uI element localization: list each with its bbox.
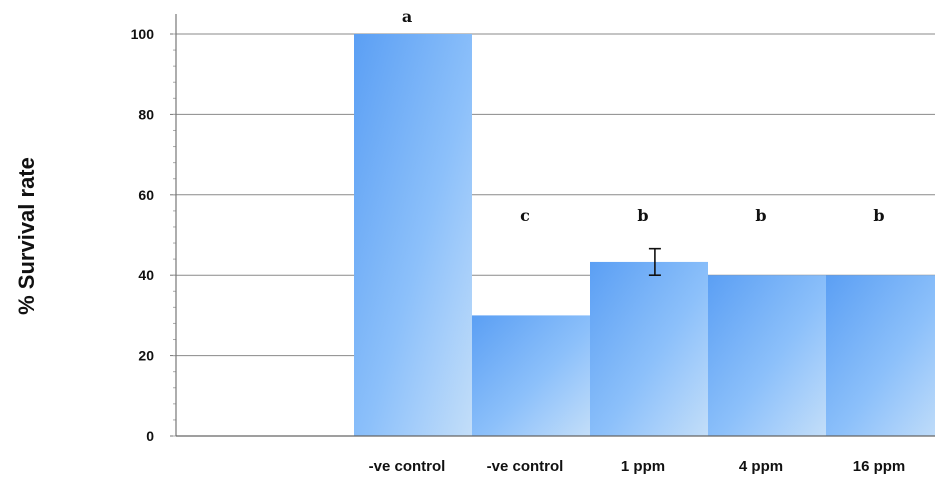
bar bbox=[472, 315, 590, 436]
y-tick-label: 60 bbox=[138, 187, 154, 203]
y-tick-label: 40 bbox=[138, 267, 154, 283]
significance-label: c bbox=[520, 206, 530, 225]
bar bbox=[826, 275, 935, 436]
significance-label: b bbox=[637, 206, 648, 225]
x-tick-label: 1 ppm bbox=[621, 458, 665, 475]
x-category-labels: -ve control -ve control 1 ppm 4 ppm 16 ppm bbox=[369, 458, 906, 475]
bar bbox=[708, 275, 826, 436]
bars bbox=[354, 34, 935, 436]
y-tick-label: 80 bbox=[138, 106, 154, 122]
axes bbox=[170, 14, 935, 437]
x-tick-label: -ve control bbox=[487, 458, 564, 475]
x-tick-label: 16 ppm bbox=[853, 458, 906, 475]
significance-label: a bbox=[402, 7, 412, 26]
bar bbox=[590, 261, 708, 436]
x-tick-label: 4 ppm bbox=[739, 458, 783, 475]
y-axis-label: % Survival rate bbox=[14, 157, 39, 315]
y-tick-label: 20 bbox=[138, 348, 154, 364]
x-tick-label: -ve control bbox=[369, 458, 446, 475]
significance-label: b bbox=[755, 206, 766, 225]
bar bbox=[354, 34, 472, 436]
y-tick-label: 0 bbox=[146, 428, 154, 444]
significance-label: b bbox=[873, 206, 884, 225]
y-tick-label: 100 bbox=[131, 26, 155, 42]
error-bars bbox=[648, 247, 661, 277]
significance-labels: a c b b b bbox=[402, 7, 885, 225]
y-tick-labels: 0 20 40 60 80 100 bbox=[131, 26, 155, 444]
